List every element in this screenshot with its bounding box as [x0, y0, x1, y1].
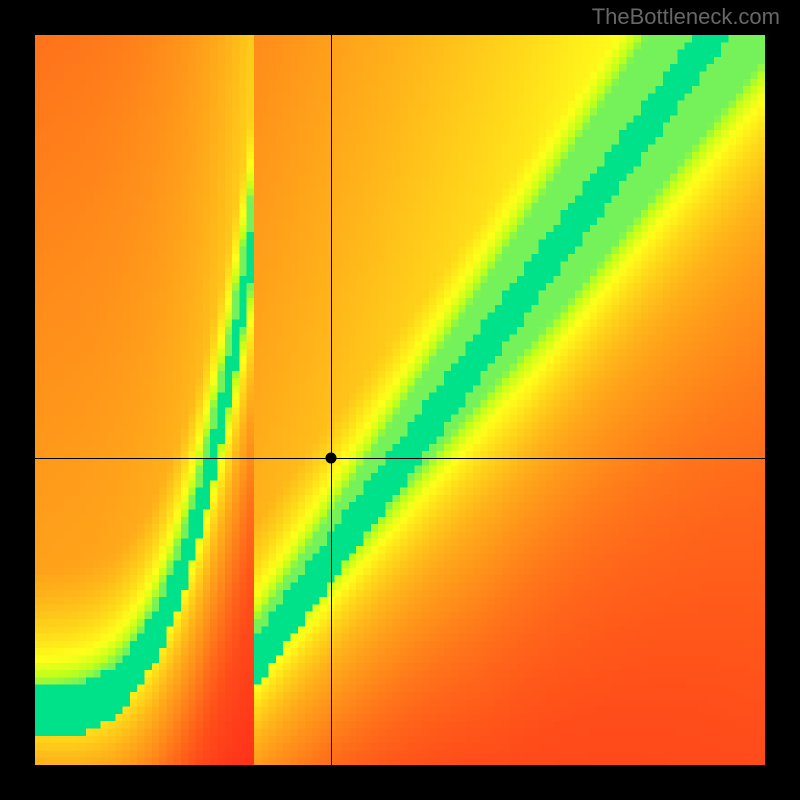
- watermark-text: TheBottleneck.com: [592, 4, 780, 30]
- bottleneck-heatmap: [35, 35, 765, 765]
- crosshair-marker: [325, 453, 336, 464]
- crosshair-vertical: [331, 35, 332, 765]
- crosshair-horizontal: [35, 458, 765, 459]
